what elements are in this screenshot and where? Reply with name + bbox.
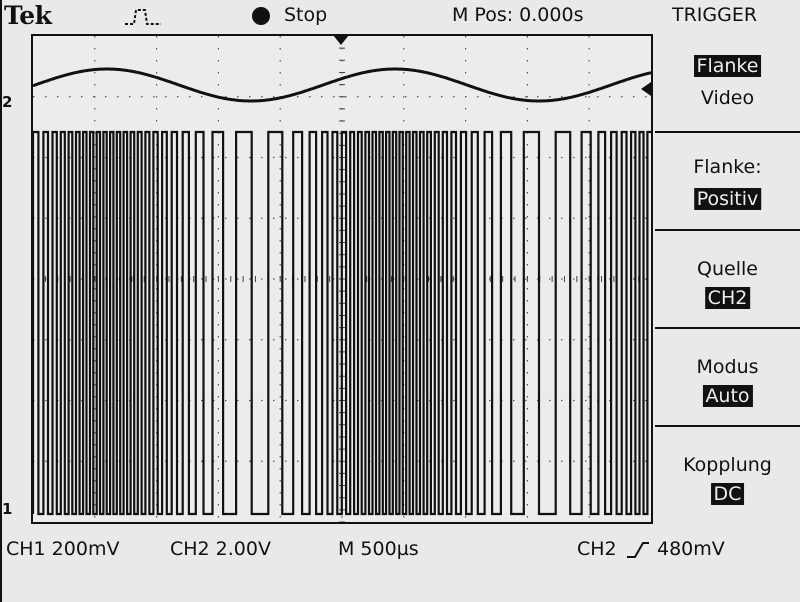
- trigger-type-active: Flanke: [694, 55, 762, 77]
- ch2-scale-readout: CH2 2.00V: [170, 538, 271, 560]
- horizontal-position-readout: M Pos: 0.000s: [452, 4, 583, 26]
- run-state-indicator: [252, 7, 270, 25]
- trigger-coupling-label: Kopplung: [655, 454, 800, 476]
- ch1-trace: [33, 132, 651, 514]
- trigger-source-button[interactable]: Quelle CH2: [655, 229, 800, 327]
- trigger-mode-button[interactable]: Modus Auto: [655, 327, 800, 425]
- ch1-scale-readout: CH1 200mV: [6, 538, 119, 560]
- rising-edge-icon: [627, 541, 649, 559]
- pulse-trigger-icon: [125, 7, 161, 27]
- trigger-slope-label: Flanke:: [655, 156, 800, 178]
- top-status-bar: Tek Stop M Pos: 0.000s TRIGGER: [0, 0, 800, 32]
- run-state-label: Stop: [284, 4, 327, 26]
- trigger-source-label: Quelle: [655, 258, 800, 280]
- trigger-slope-button[interactable]: Flanke: Positiv: [655, 131, 800, 229]
- menu-title: TRIGGER: [672, 4, 757, 26]
- trigger-position-marker: [333, 35, 349, 47]
- waveform-canvas: [33, 36, 651, 522]
- brand-logo: Tek: [4, 1, 51, 30]
- trigger-coupling-button[interactable]: Kopplung DC: [655, 425, 800, 523]
- ch1-ground-marker: 1: [2, 500, 12, 518]
- trigger-source-value: CH2: [705, 287, 751, 309]
- ch2-ground-marker: 2: [2, 93, 12, 111]
- trigger-level-marker: [641, 82, 653, 96]
- trigger-type-other: Video: [655, 87, 800, 109]
- trigger-mode-label: Modus: [655, 356, 800, 378]
- trigger-type-button[interactable]: Flanke Video: [655, 33, 800, 131]
- trigger-coupling-value: DC: [711, 483, 745, 505]
- trigger-side-menu: Flanke Video Flanke: Positiv Quelle CH2 …: [655, 33, 800, 561]
- trigger-source-readout: CH2: [577, 538, 617, 560]
- waveform-display: [31, 34, 653, 524]
- timebase-readout: M 500µs: [338, 538, 419, 560]
- trigger-level-readout: 480mV: [657, 538, 725, 560]
- trigger-slope-value: Positiv: [694, 188, 762, 210]
- trigger-mode-value: Auto: [702, 385, 752, 407]
